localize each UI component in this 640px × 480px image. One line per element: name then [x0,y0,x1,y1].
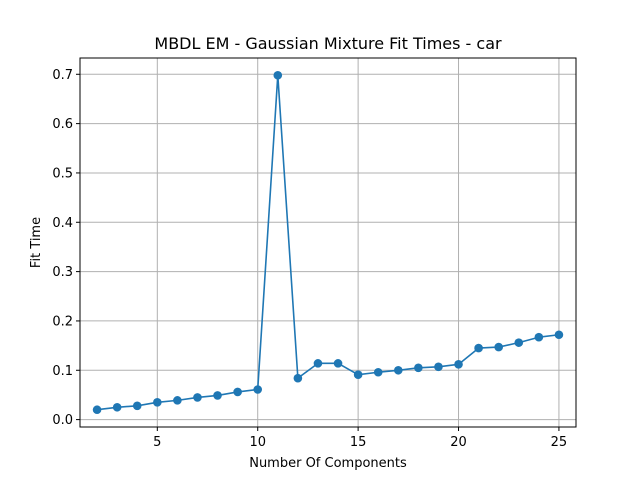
data-point [534,332,544,342]
x-axis-ticks: 5 10 15 20 25 [153,427,567,450]
data-point [514,338,524,347]
data-point [92,405,102,415]
data-point [454,360,463,369]
data-point [193,393,202,402]
data-point [393,365,403,375]
chart-title: MBDL EM - Gaussian Mixture Fit Times - c… [154,34,502,53]
data-point [494,342,503,352]
x-gridlines [156,58,560,427]
x-axis-label: Number Of Components [249,456,407,471]
plot-frame [79,57,577,428]
y-axis-label: Fit Time [29,217,44,268]
data-point [132,401,142,411]
y-tick-label: 0.7 [52,68,73,83]
data-point [173,396,182,405]
y-gridlines [80,73,576,421]
data-point [353,370,363,380]
y-axis-ticks: 0.0 0.1 0.2 0.3 0.4 0.5 0.6 0.7 [52,68,80,428]
data-point [313,359,323,368]
data-point [293,373,303,383]
x-tick-label: 25 [551,435,568,450]
data-point [554,330,564,340]
data-point [153,398,162,407]
y-tick-label: 0.5 [52,166,73,181]
x-tick-label: 15 [350,435,367,450]
data-point [213,391,222,400]
data-point [414,363,423,373]
y-tick-label: 0.3 [52,265,73,280]
data-point [253,385,263,394]
x-tick-label: 20 [450,435,467,450]
data-point [434,362,443,372]
y-tick-label: 0.6 [52,117,73,132]
series-layer [92,70,564,415]
data-point [233,387,242,397]
data-point [333,359,343,368]
y-tick-label: 0.2 [52,314,73,329]
y-tick-label: 0.1 [52,364,73,379]
y-tick-label: 0.0 [52,413,73,428]
y-tick-label: 0.4 [52,216,73,231]
data-point [112,402,122,412]
data-point [474,343,483,353]
x-tick-label: 10 [249,435,266,450]
x-tick-label: 5 [153,435,161,450]
data-point [273,70,283,80]
data-point [373,367,383,377]
